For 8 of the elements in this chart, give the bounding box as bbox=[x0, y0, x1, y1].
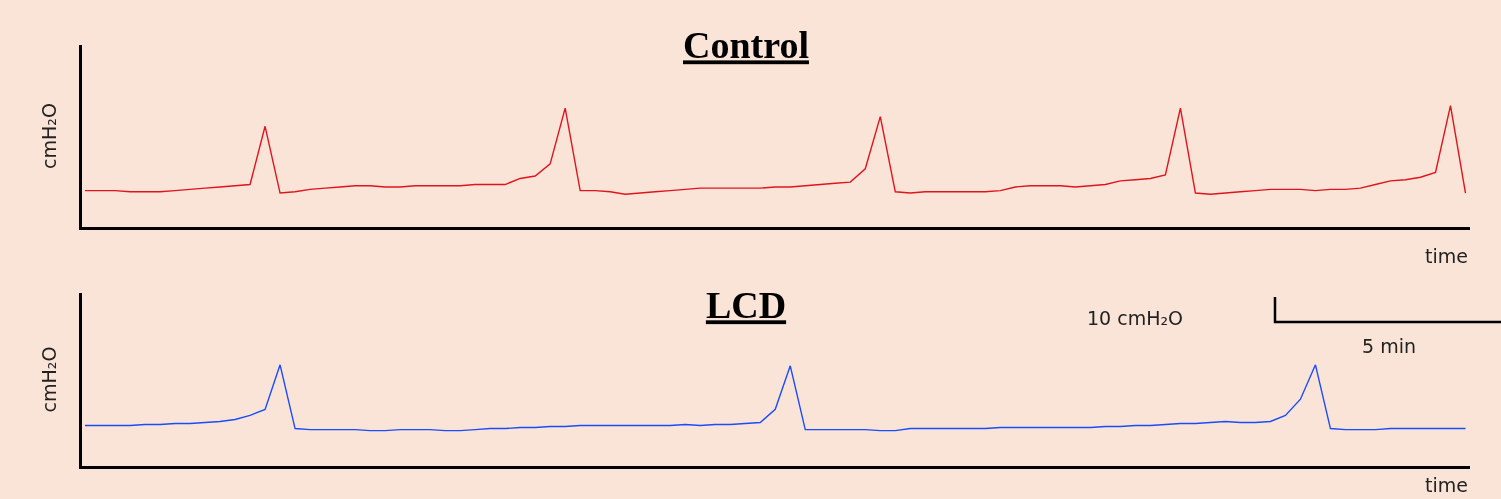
x-axis-title: time bbox=[1425, 245, 1468, 267]
text: 5 min bbox=[1362, 335, 1416, 357]
y-axis-title: cmH₂O bbox=[37, 346, 60, 413]
x-axis-title: time bbox=[1425, 474, 1468, 496]
text: 10 cmH₂O bbox=[1087, 307, 1184, 329]
chart-title: Control bbox=[683, 24, 809, 67]
y-axis-title: cmH₂O bbox=[37, 103, 60, 169]
chart-title: LCD bbox=[705, 284, 787, 327]
